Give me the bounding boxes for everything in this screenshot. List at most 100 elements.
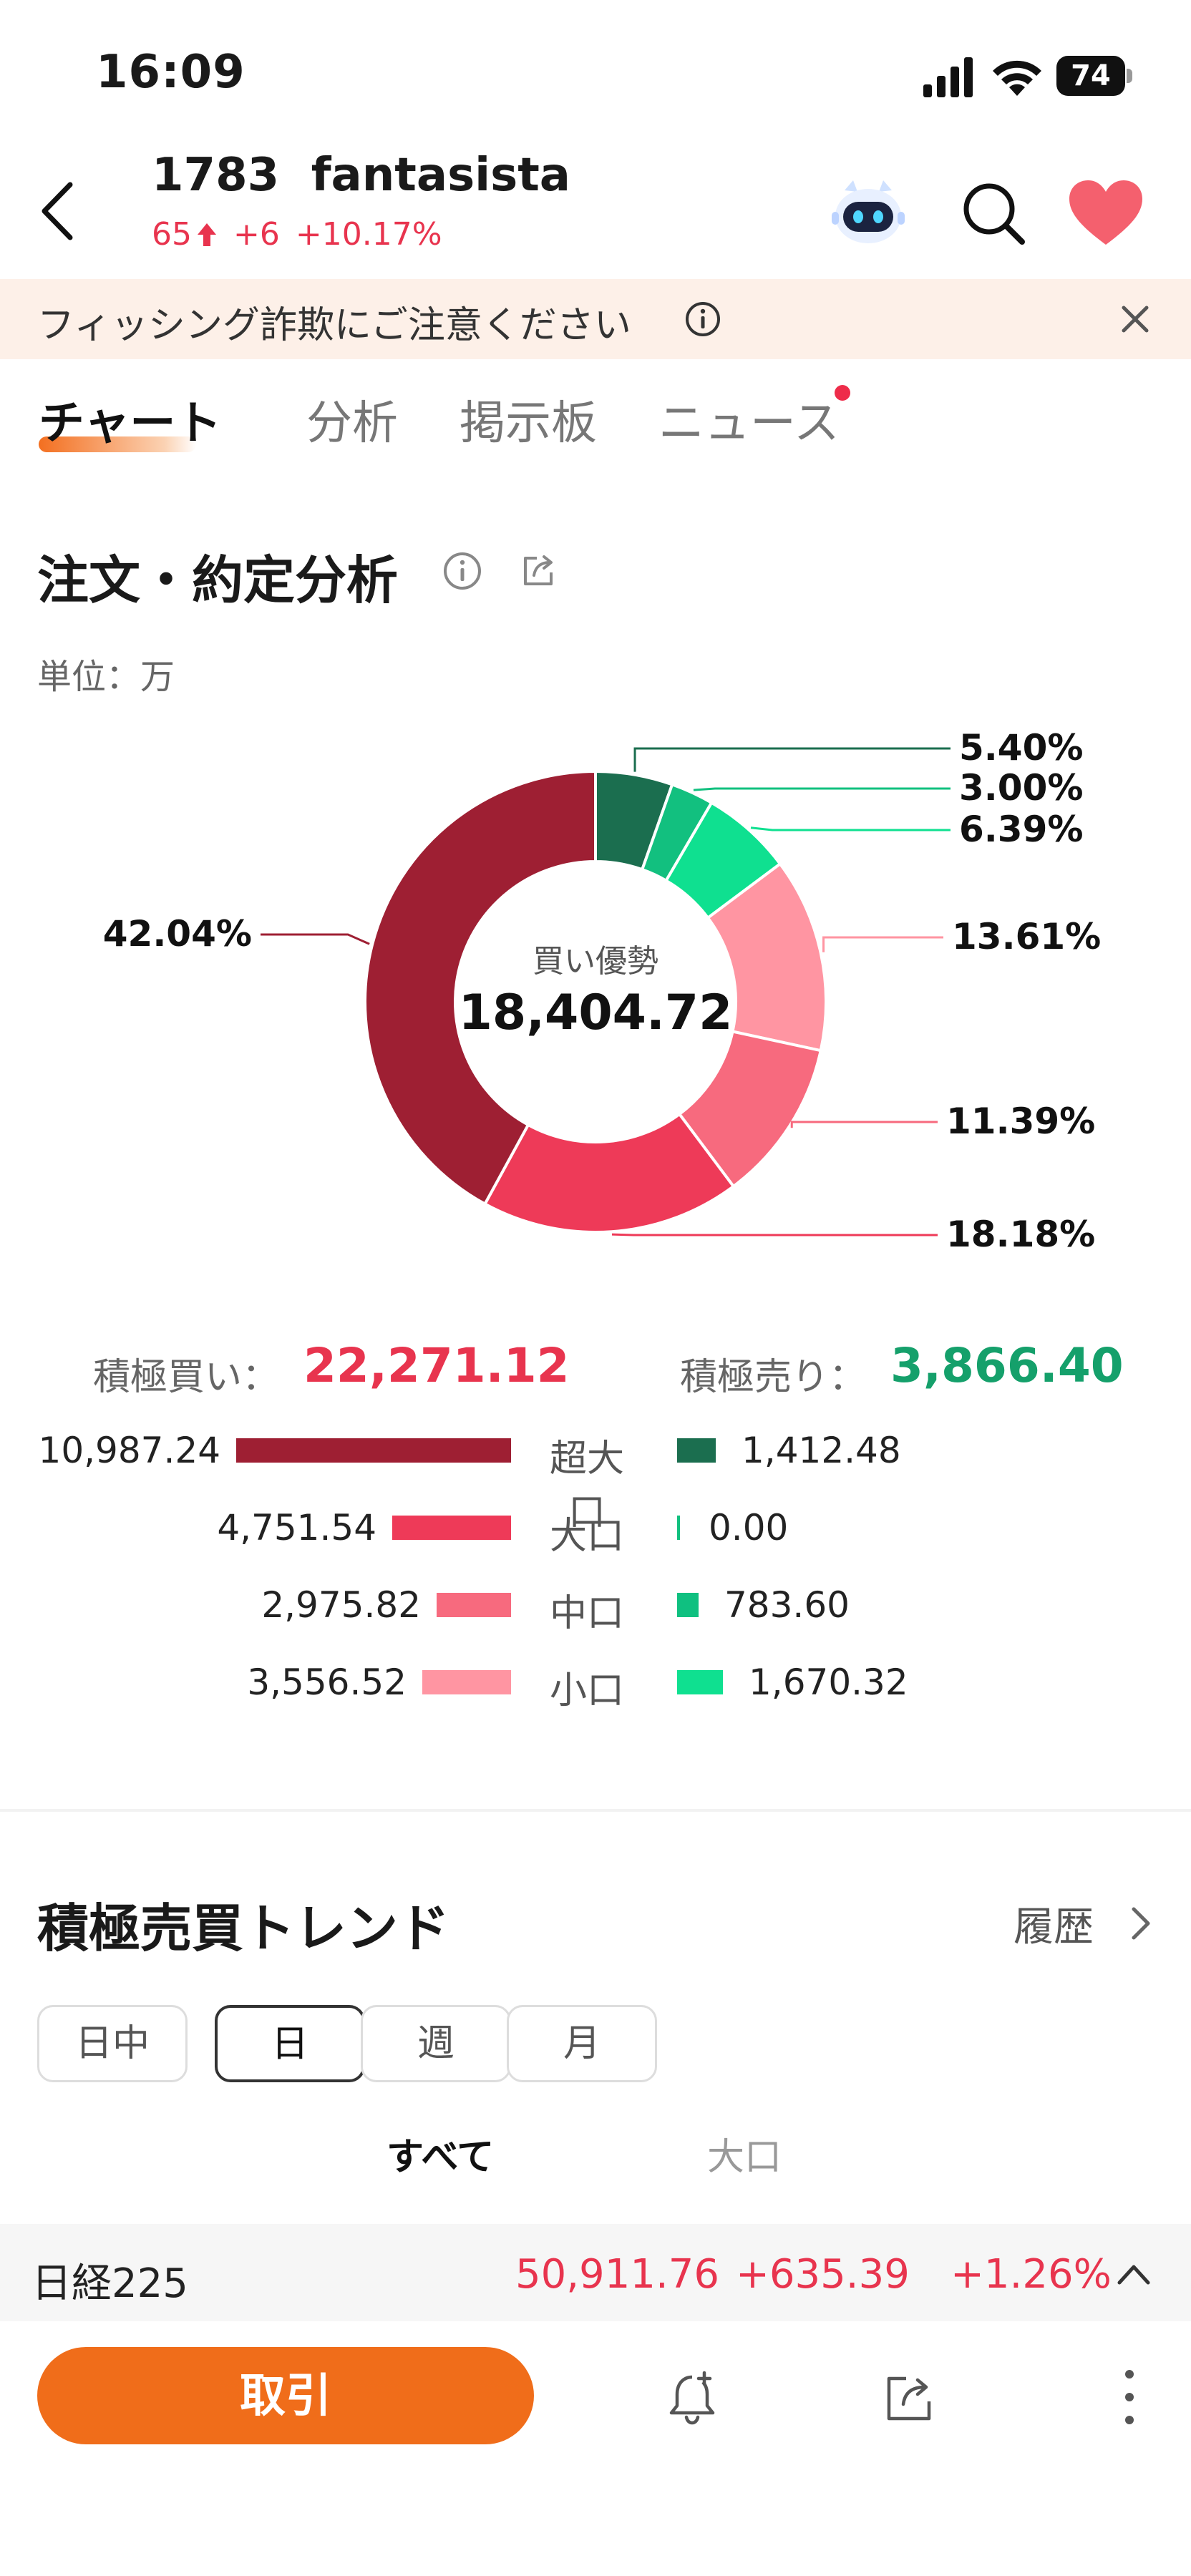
subtab-all[interactable]: すべて	[387, 2136, 495, 2179]
back-icon[interactable]	[36, 179, 79, 243]
index-change: +635.39	[736, 2251, 910, 2298]
trade-button[interactable]: 取引	[37, 2347, 534, 2444]
donut-leader-line	[822, 936, 943, 952]
order-size-label: 小口	[549, 1669, 624, 1712]
news-badge-dot	[835, 385, 850, 401]
stock-price: 65	[152, 216, 192, 253]
donut-slice-label: 5.40%	[959, 727, 1083, 769]
donut-leader-line	[790, 1121, 938, 1128]
breakdown-row: 4,751.54 大口 0.00	[0, 1501, 1191, 1558]
buy-bar	[422, 1670, 511, 1694]
donut-leader-line	[633, 747, 951, 772]
phishing-warning-banner[interactable]: フィッシング詐欺にご注意ください	[0, 279, 1191, 359]
index-value: 50,911.76	[515, 2251, 720, 2298]
trend-title: 積極売買トレンド	[37, 1898, 450, 1958]
donut-leader-line	[693, 787, 951, 791]
donut-leader-line	[750, 826, 951, 831]
sell-bar	[677, 1516, 680, 1540]
breakdown-row: 3,556.52 小口 1,670.32	[0, 1656, 1191, 1712]
status-time: 16:09	[96, 46, 246, 99]
sell-amount: 1,412.48	[742, 1430, 901, 1471]
sell-bar	[677, 1670, 723, 1694]
order-size-label: 中口	[549, 1592, 624, 1635]
donut-slice-label: 3.00%	[959, 767, 1083, 809]
period-day[interactable]: 日	[215, 2005, 365, 2082]
search-icon[interactable]	[959, 179, 1026, 246]
chevron-up-icon[interactable]	[1114, 2260, 1154, 2288]
buy-amount: 4,751.54	[217, 1507, 376, 1548]
donut-slice-label: 11.39%	[946, 1101, 1095, 1142]
flow-breakdown: 10,987.24 超大口 1,412.48 4,751.54 大口 0.00 …	[0, 1424, 1191, 1739]
flow-summary: 積極買い： 22,271.12 積極売り： 3,866.40	[0, 1338, 1191, 1410]
period-week[interactable]: 週	[361, 2005, 511, 2082]
signal-icon	[923, 57, 973, 97]
active-sell-label: 積極売り：	[680, 1356, 867, 1399]
share-icon[interactable]	[882, 2370, 938, 2426]
tab-board[interactable]: 掲示板	[460, 397, 597, 450]
stock-change-pct: +10.17%	[295, 216, 442, 253]
tab-chart[interactable]: チャート	[39, 397, 222, 450]
active-buy-value: 22,271.12	[303, 1338, 570, 1393]
unit-label: 単位：万	[37, 657, 175, 697]
breakdown-row: 10,987.24 超大口 1,412.48	[0, 1424, 1191, 1534]
donut-center-caption: 買い優勢	[533, 943, 658, 980]
donut-slice	[482, 1112, 736, 1234]
active-tab-indicator	[39, 436, 196, 452]
chevron-right-icon[interactable]	[1127, 1903, 1155, 1943]
active-sell-value: 3,866.40	[890, 1338, 1124, 1393]
stock-name: fantasista	[311, 149, 570, 202]
donut-slice-label: 13.61%	[952, 916, 1101, 957]
battery-level: 74	[1056, 56, 1125, 96]
section-title: 注文・約定分析	[37, 550, 399, 610]
info-icon[interactable]	[684, 301, 721, 338]
subtab-large[interactable]: 大口	[707, 2136, 782, 2179]
buy-bar	[437, 1593, 511, 1617]
active-buy-label: 積極買い：	[93, 1356, 280, 1399]
share-icon[interactable]	[518, 551, 558, 591]
sell-amount: 0.00	[709, 1507, 789, 1548]
index-ticker-bar[interactable]: 日経225 50,911.76 +635.39 +1.26%	[0, 2224, 1191, 2321]
battery-indicator: 74	[1056, 56, 1132, 96]
order-analysis-donut-chart: 5.40%3.00%6.39%13.61%11.39%18.18%42.04% …	[103, 727, 1102, 1255]
stock-code: 1783	[152, 149, 280, 202]
stock-header: 1783 fantasista 65 +6 +10.17%	[0, 143, 1191, 279]
period-selector: 日中 日 週 月	[37, 2005, 681, 2084]
stock-title: 1783 fantasista	[152, 149, 570, 202]
wifi-icon	[993, 60, 1041, 96]
robot-icon[interactable]	[829, 175, 908, 246]
order-size-label: 超大口	[549, 1438, 624, 1534]
buy-bar	[392, 1516, 511, 1540]
history-link[interactable]: 履歴	[1013, 1904, 1094, 1951]
bell-plus-icon[interactable]	[664, 2370, 720, 2426]
breakdown-row: 2,975.82 中口 783.60	[0, 1579, 1191, 1635]
buy-amount: 3,556.52	[247, 1662, 407, 1703]
trend-subtabs: すべて 大口	[0, 2127, 1191, 2184]
close-icon[interactable]	[1115, 299, 1155, 339]
donut-slice-label: 6.39%	[959, 809, 1083, 850]
heart-icon[interactable]	[1066, 179, 1145, 248]
section-divider	[0, 1809, 1191, 1812]
donut-center-value: 18,404.72	[459, 985, 733, 1041]
period-month[interactable]: 月	[507, 2005, 657, 2082]
order-size-label: 大口	[549, 1515, 624, 1558]
arrow-up-icon	[198, 223, 216, 246]
tab-news[interactable]: ニュース	[658, 397, 840, 450]
tab-analysis[interactable]: 分析	[306, 397, 398, 450]
sell-bar	[677, 1593, 699, 1617]
warning-text: フィッシング詐欺にご注意ください	[37, 304, 631, 347]
info-icon[interactable]	[442, 551, 482, 591]
donut-slice-label: 42.04%	[103, 913, 252, 955]
main-tabs: チャート 分析 掲示板 ニュース	[0, 372, 1191, 465]
bottom-action-bar: 取引	[0, 2321, 1191, 2576]
sell-amount: 1,670.32	[749, 1662, 908, 1703]
buy-amount: 10,987.24	[38, 1430, 220, 1471]
period-intraday[interactable]: 日中	[37, 2005, 188, 2082]
index-change-pct: +1.26%	[951, 2251, 1112, 2298]
donut-leader-line	[261, 933, 370, 945]
donut-leader-line	[611, 1233, 938, 1236]
buy-bar	[236, 1438, 511, 1463]
donut-slice	[364, 769, 597, 1206]
more-vertical-icon[interactable]	[1115, 2367, 1144, 2427]
stock-price-line: 65 +6 +10.17%	[152, 216, 442, 253]
buy-amount: 2,975.82	[261, 1584, 421, 1626]
